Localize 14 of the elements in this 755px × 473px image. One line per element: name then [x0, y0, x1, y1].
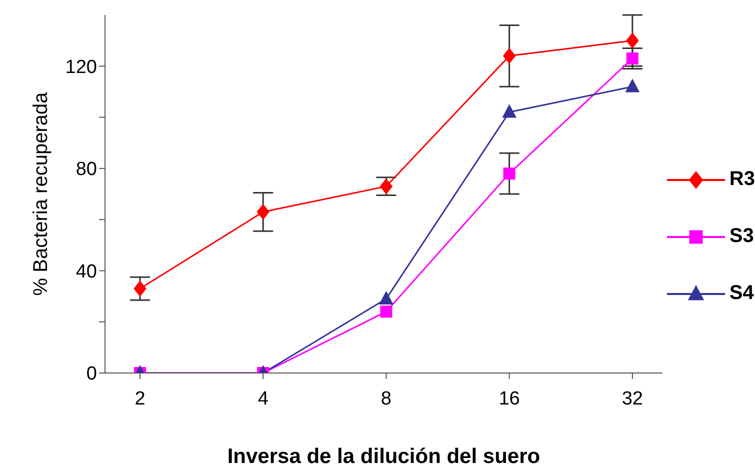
y-tick-label: 120	[65, 56, 97, 78]
x-tick-label: 4	[258, 388, 269, 410]
x-tick-label: 2	[134, 388, 146, 410]
x-tick-label: 32	[622, 388, 643, 410]
y-tick-label: 40	[76, 261, 97, 282]
y-tick-label: 0	[86, 364, 97, 385]
y-axis-title: % Bacteria recuperada	[30, 91, 52, 296]
x-axis-title: Inversa de la dilución del suero	[227, 444, 540, 468]
x-tick-label: 8	[380, 388, 392, 410]
y-tick-label: 80	[76, 159, 97, 180]
x-tick-label: 16	[498, 388, 520, 410]
legend-label: S3	[729, 225, 754, 248]
legend-label: S4	[729, 282, 754, 305]
legend-label: R3	[729, 168, 755, 191]
